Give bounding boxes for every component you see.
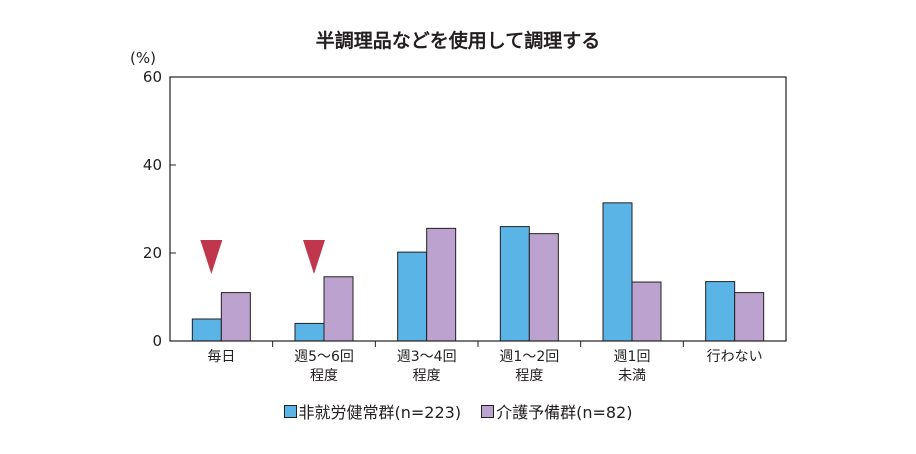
y-tick-label: 60 (143, 68, 162, 86)
x-tick-label: 週5～6回程度 (294, 349, 354, 384)
bar-series-2 (734, 292, 765, 342)
bar-series-2 (323, 276, 354, 342)
x-axis-labels: 毎日 週5～6回程度 週3～4回程度 週1～2回程度 週1回未満 行わない (207, 341, 763, 384)
bar-series-1 (191, 318, 222, 342)
y-axis-ticks: 0 20 40 60 (143, 68, 176, 350)
bar-series-1 (705, 281, 736, 342)
bar-series-1 (294, 322, 325, 342)
legend: 非就労健常群(n=223) 介護予備群(n=82) (0, 398, 916, 424)
highlight-marker (200, 240, 223, 274)
chart-title: 半調理品などを使用して調理する (316, 29, 600, 52)
x-tick-label: 毎日 (207, 349, 235, 365)
legend-swatch-series-1 (283, 404, 297, 418)
y-tick-label: 40 (143, 156, 162, 174)
x-tick-label: 週1回未満 (614, 349, 651, 384)
x-tick-label: 週3～4回程度 (397, 349, 457, 384)
bar-series-1 (499, 226, 530, 342)
x-tick-label: 週1～2回程度 (499, 349, 559, 384)
bar-series-2 (631, 281, 662, 342)
x-tick-label: 行わない (707, 349, 763, 365)
legend-item-series-2: 介護予備群(n=82) (481, 399, 632, 423)
y-tick-label: 0 (152, 332, 162, 350)
bar-series-2 (220, 292, 251, 342)
y-axis-unit: (%) (130, 49, 156, 67)
bar-series-2 (528, 233, 559, 342)
bar-series-2 (426, 227, 457, 342)
highlight-marker (303, 240, 325, 274)
bars (191, 202, 765, 342)
bar-series-1 (602, 202, 633, 342)
legend-swatch-series-2 (481, 404, 495, 418)
plot-frame (169, 76, 787, 342)
legend-label-series-2: 介護予備群(n=82) (496, 403, 633, 422)
bar-series-1 (397, 251, 428, 342)
legend-item-series-1: 非就労健常群(n=223) (283, 399, 462, 423)
legend-label-series-1: 非就労健常群(n=223) (298, 403, 462, 422)
markers (200, 240, 325, 274)
y-tick-label: 20 (143, 244, 162, 262)
